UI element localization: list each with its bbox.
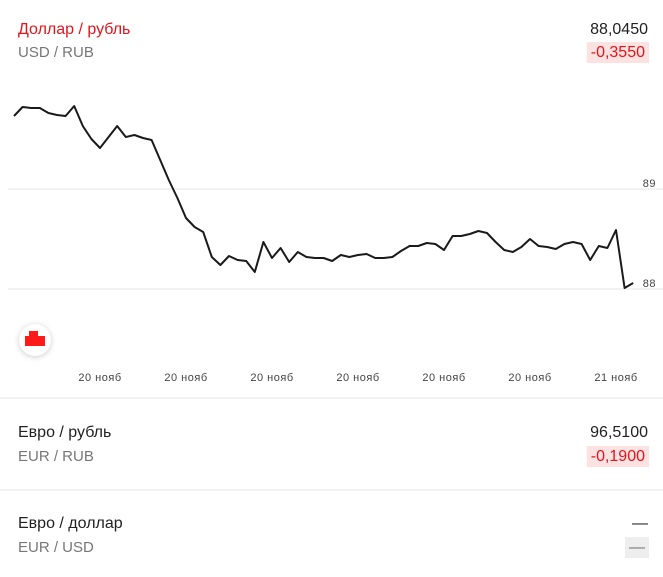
x-tick-label: 20 нояб xyxy=(422,372,465,384)
x-tick-label: 21 нояб xyxy=(594,372,637,384)
x-tick-label: 20 нояб xyxy=(78,372,121,384)
item-change: -0,3550 xyxy=(591,44,645,61)
price-line xyxy=(13,105,634,289)
x-tick-label: 20 нояб xyxy=(250,372,293,384)
item-value: — xyxy=(632,515,648,532)
item-title: Евро / рубль xyxy=(18,424,111,441)
item-change: — xyxy=(629,539,645,556)
change-badge xyxy=(586,446,650,467)
x-tick-label: 20 нояб xyxy=(164,372,207,384)
item-value: 96,5100 xyxy=(590,424,648,441)
item-change: -0,1900 xyxy=(591,448,645,465)
change-badge xyxy=(586,42,650,63)
item-eur-usd[interactable]: Евро / доллар EUR / USD — — xyxy=(18,515,649,558)
item-pair: USD / RUB xyxy=(18,44,94,61)
change-badge xyxy=(625,537,649,558)
item-usd-rub[interactable]: Доллар / рубль USD / RUB 88,0450 -0,3550 xyxy=(18,21,650,63)
item-pair: EUR / RUB xyxy=(18,448,94,465)
item-pair: EUR / USD xyxy=(18,539,94,556)
item-title: Евро / доллар xyxy=(18,515,123,532)
flag-icon xyxy=(19,324,51,356)
item-value: 88,0450 xyxy=(590,21,648,38)
x-tick-label: 20 нояб xyxy=(508,372,551,384)
item-eur-rub[interactable]: Евро / рубль EUR / RUB 96,5100 -0,1900 xyxy=(18,424,650,467)
y-tick-label: 89 xyxy=(643,178,656,190)
chart: 88 89 20 нояб 20 нояб 20 нояб 20 нояб 20 нояб 2… xyxy=(8,105,663,384)
x-tick-label: 20 нояб xyxy=(336,372,379,384)
y-tick-label: 88 xyxy=(643,278,656,290)
item-title: Доллар / рубль xyxy=(18,21,130,38)
